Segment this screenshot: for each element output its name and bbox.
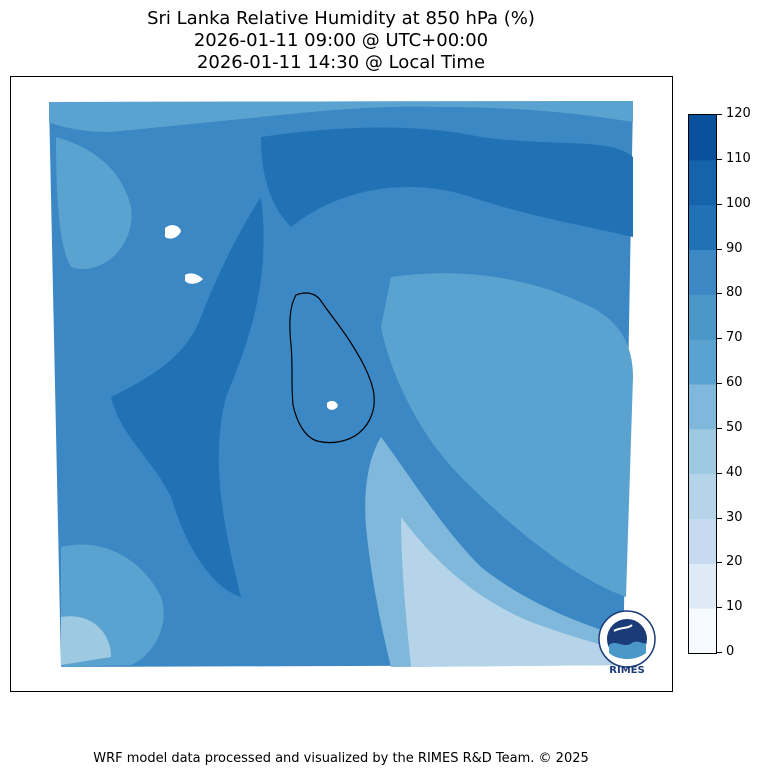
colorbar-tick: [716, 427, 722, 429]
sri-lanka-coastline: [289, 292, 375, 444]
colorbar-segment: [689, 518, 716, 564]
colorbar-tick: [716, 293, 722, 295]
colorbar-segment: [689, 339, 716, 385]
colorbar-tick: [716, 472, 722, 474]
dry-patch-west: [56, 137, 132, 269]
map-frame: RIMES: [10, 76, 673, 692]
colorbar-segment: [689, 204, 716, 250]
colorbar-tick-label: 90: [726, 240, 743, 256]
colorbar-tick: [716, 338, 722, 340]
dry-strip-north: [49, 101, 633, 132]
colorbar-tick: [716, 158, 722, 160]
colorbar: [688, 114, 717, 654]
colorbar-tick-label: 0: [726, 644, 735, 659]
colorbar-tick: [716, 517, 722, 519]
colorbar-segment: [689, 608, 716, 654]
title-line-1: Sri Lanka Relative Humidity at 850 hPa (…: [147, 8, 535, 29]
title-line-2: 2026-01-11 09:00 @ UTC+00:00: [193, 30, 489, 51]
colorbar-tick-label: 10: [726, 599, 743, 615]
logo-text: RIMES: [609, 665, 645, 676]
colorbar-tick: [716, 248, 722, 250]
humid-band-northeast: [261, 127, 633, 237]
colorbar-tick-label: 110: [726, 150, 751, 166]
rimes-globe-logo-icon: [598, 610, 656, 668]
colorbar-tick-label: 50: [726, 419, 743, 435]
mask-blank-1: [165, 225, 181, 239]
colorbar-tick-label: 100: [726, 195, 751, 211]
colorbar-tick-label: 20: [726, 554, 743, 570]
colorbar-segment: [689, 115, 716, 161]
colorbar-tick: [716, 203, 722, 205]
dry-region-east: [381, 273, 633, 597]
rimes-logo: RIMES: [596, 609, 658, 679]
mask-blank-2: [185, 273, 203, 284]
colorbar-tick-label: 120: [726, 106, 751, 121]
dry-core-southeast: [401, 517, 623, 667]
humidity-field: [49, 101, 633, 667]
colorbar-tick-label: 60: [726, 375, 743, 390]
colorbar-segment: [689, 384, 716, 430]
colorbar-tick-label: 40: [726, 464, 743, 480]
footer-credit: WRF model data processed and visualized …: [93, 751, 589, 766]
colorbar-tick: [716, 562, 722, 564]
colorbar-gradient: [689, 115, 716, 654]
colorbar-segment: [689, 249, 716, 295]
colorbar-tick: [716, 114, 722, 115]
dry-core-southwest: [61, 616, 111, 665]
title-line-3: 2026-01-11 14:30 @ Local Time: [196, 52, 486, 73]
colorbar-segment: [689, 563, 716, 609]
colorbar-segment: [689, 473, 716, 519]
colorbar-tick: [716, 652, 722, 653]
colorbar-segment: [689, 428, 716, 475]
colorbar-tick: [716, 383, 722, 384]
map-title: Sri Lanka Relative Humidity at 850 hPa (…: [0, 8, 682, 74]
colorbar-segment: [689, 294, 716, 340]
colorbar-tick-label: 80: [726, 285, 743, 301]
colorbar-tick-label: 70: [726, 330, 743, 346]
colorbar-tick-label: 30: [726, 509, 743, 525]
humid-band-west: [111, 197, 264, 597]
mask-blank-3: [327, 400, 338, 410]
colorbar-tick: [716, 607, 722, 609]
colorbar-segment: [689, 159, 716, 206]
